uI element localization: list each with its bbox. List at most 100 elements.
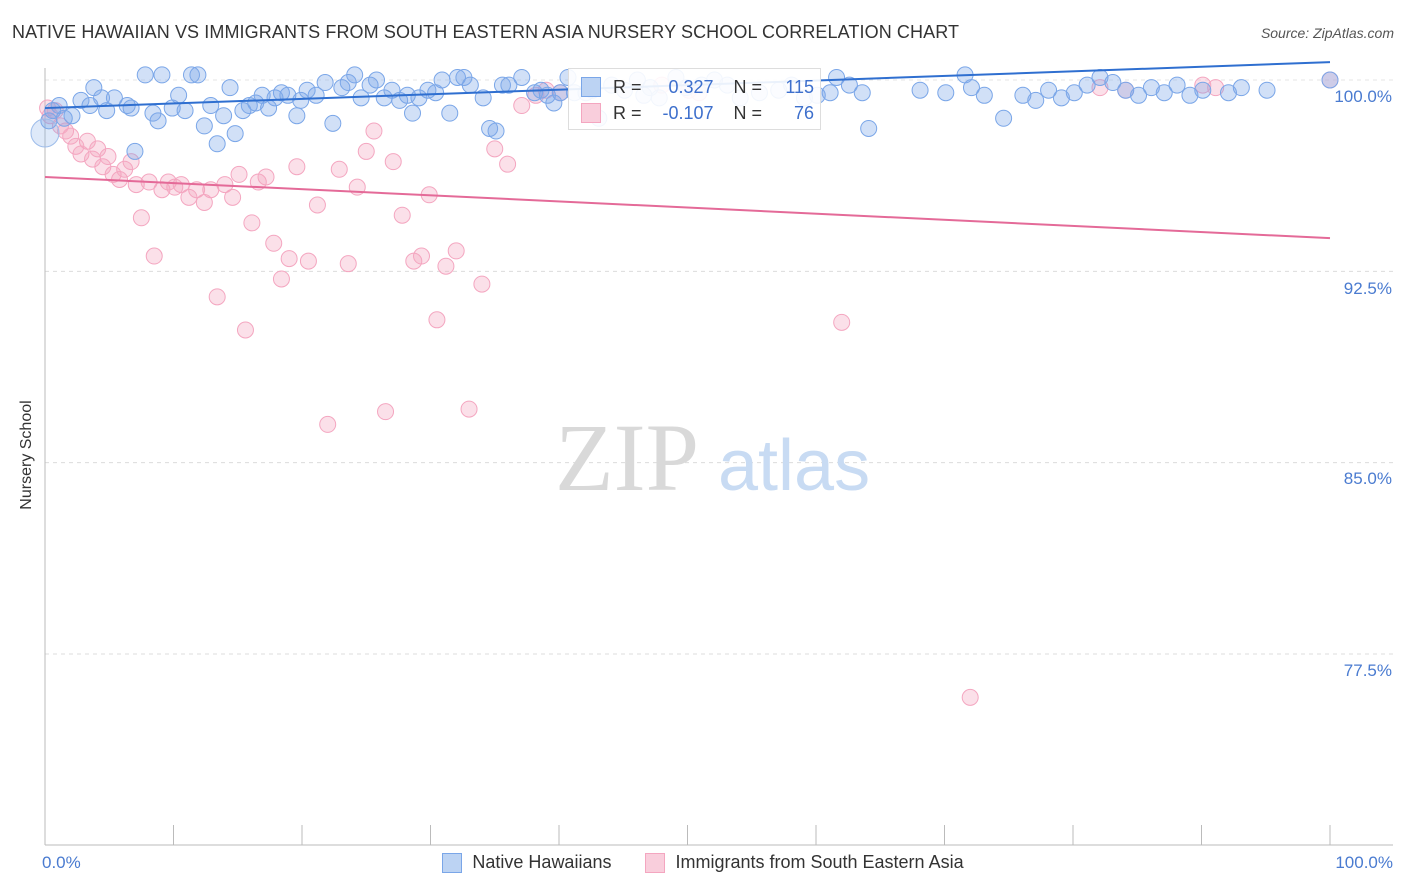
- y-tick-label-100: 100.0%: [1334, 87, 1392, 106]
- blue-r-value: 0.327: [668, 76, 714, 97]
- native-hawaiian-point: [30, 118, 60, 148]
- native-hawaiian-point: [149, 112, 167, 130]
- immigrant-point: [1207, 79, 1225, 97]
- native-hawaiian-point: [1258, 81, 1276, 99]
- native-hawaiian-point: [195, 117, 213, 135]
- native-hawaiian-point: [368, 71, 386, 89]
- immigrant-point: [308, 196, 326, 214]
- immigrant-point: [272, 270, 290, 288]
- y-tick-label-77-5: 77.5%: [1343, 661, 1392, 680]
- watermark-zip: ZIP: [555, 404, 699, 511]
- immigrant-point: [339, 255, 357, 273]
- immigrant-point: [224, 188, 242, 206]
- legend-label-native-hawaiians: Native Hawaiians: [472, 852, 612, 872]
- native-hawaiian-point: [324, 114, 342, 132]
- native-hawaiian-point: [288, 107, 306, 125]
- legend-label-immigrants: Immigrants from South Eastern Asia: [675, 852, 964, 872]
- native-hawaiian-point: [448, 68, 466, 86]
- immigrant-point: [460, 400, 478, 418]
- immigrant-point: [1194, 76, 1212, 94]
- n-label: N =: [733, 76, 763, 97]
- native-hawaiian-point: [1104, 74, 1122, 92]
- native-hawaiian-point: [136, 66, 154, 84]
- native-hawaiian-point: [937, 84, 955, 102]
- native-hawaiian-point: [493, 76, 511, 94]
- native-hawaiian-point: [346, 66, 364, 84]
- native-hawaiian-point: [975, 86, 993, 104]
- immigrant-point: [145, 247, 163, 265]
- legend-item-native-hawaiians[interactable]: Native Hawaiians: [442, 852, 611, 873]
- native-hawaiian-point: [1065, 84, 1083, 102]
- native-hawaiian-point: [208, 135, 226, 153]
- immigrant-point: [428, 311, 446, 329]
- immigrant-point: [288, 158, 306, 176]
- pink-trend-line: [44, 175, 1331, 240]
- native-hawaiian-point: [1130, 86, 1148, 104]
- immigrant-point: [62, 127, 80, 145]
- x-tick-label-0: 0.0%: [42, 853, 81, 872]
- native-hawaiian-point: [316, 74, 334, 92]
- legend-item-immigrants[interactable]: Immigrants from South Eastern Asia: [645, 852, 964, 873]
- native-hawaiian-point: [1078, 76, 1096, 94]
- immigrant-point: [961, 688, 979, 706]
- blue-swatch: [581, 77, 601, 97]
- native-hawaiian-point: [1155, 84, 1173, 102]
- native-hawaiian-point: [182, 66, 200, 84]
- native-hawaiian-point: [853, 84, 871, 102]
- native-hawaiian-point: [122, 99, 140, 117]
- immigrant-point: [437, 257, 455, 275]
- native-hawaiian-point: [1168, 76, 1186, 94]
- native-hawaiian-point: [189, 66, 207, 84]
- native-hawaiian-point: [500, 76, 518, 94]
- immigrant-point: [513, 97, 531, 115]
- native-hawaiian-point: [1040, 81, 1058, 99]
- native-hawaiian-point: [545, 94, 563, 112]
- immigrant-point: [265, 234, 283, 252]
- immigrant-point: [132, 209, 150, 227]
- native-hawaiian-point: [170, 86, 188, 104]
- correlation-stats-box: R = 0.327 N = 115 R = -0.107 N = 76: [568, 68, 821, 130]
- immigrant-point: [57, 122, 75, 140]
- native-hawaiian-point: [50, 97, 68, 115]
- native-hawaiian-point: [1219, 84, 1237, 102]
- native-hawaiian-point: [153, 66, 171, 84]
- pink-series-points: [39, 71, 1339, 706]
- immigrant-point: [208, 288, 226, 306]
- pink-n-value: 76: [794, 102, 815, 123]
- immigrant-point: [319, 415, 337, 433]
- native-hawaiian-point: [215, 107, 233, 125]
- immigrant-point: [377, 403, 395, 421]
- native-hawaiian-point: [72, 91, 90, 109]
- native-hawaiian-point: [1232, 79, 1250, 97]
- native-hawaiian-point: [1142, 79, 1160, 97]
- native-hawaiian-point: [461, 76, 479, 94]
- immigrant-point: [447, 242, 465, 260]
- native-hawaiian-point: [487, 122, 505, 140]
- watermark-atlas: atlas: [718, 426, 870, 506]
- blue-n-value: 115: [785, 76, 815, 97]
- immigrant-point: [365, 122, 383, 140]
- native-hawaiian-point: [404, 104, 422, 122]
- legend: Native Hawaiians Immigrants from South E…: [0, 852, 1406, 873]
- grid-lines: [45, 79, 1393, 655]
- native-hawaiian-point: [1321, 71, 1339, 89]
- native-hawaiian-point: [1052, 89, 1070, 107]
- native-hawaiian-point: [995, 109, 1013, 127]
- native-hawaiian-point: [433, 71, 451, 89]
- immigrant-point: [499, 155, 517, 173]
- stats-row-blue: R = 0.327 N = 115: [581, 75, 814, 99]
- native-hawaiian-point: [1117, 81, 1135, 99]
- stats-row-pink: R = -0.107 N = 76: [581, 101, 814, 125]
- r-label: R =: [613, 102, 642, 123]
- native-hawaiian-point: [1181, 86, 1199, 104]
- immigrant-point: [280, 250, 298, 268]
- x-tick-label-100: 100.0%: [1335, 853, 1393, 872]
- r-label: R =: [613, 76, 642, 97]
- chart-title: NATIVE HAWAIIAN VS IMMIGRANTS FROM SOUTH…: [12, 22, 960, 42]
- native-hawaiian-point: [828, 68, 846, 86]
- native-hawaiian-point: [911, 81, 929, 99]
- native-hawaiian-point: [176, 102, 194, 120]
- native-hawaiian-point: [1194, 81, 1212, 99]
- immigrant-point: [330, 160, 348, 178]
